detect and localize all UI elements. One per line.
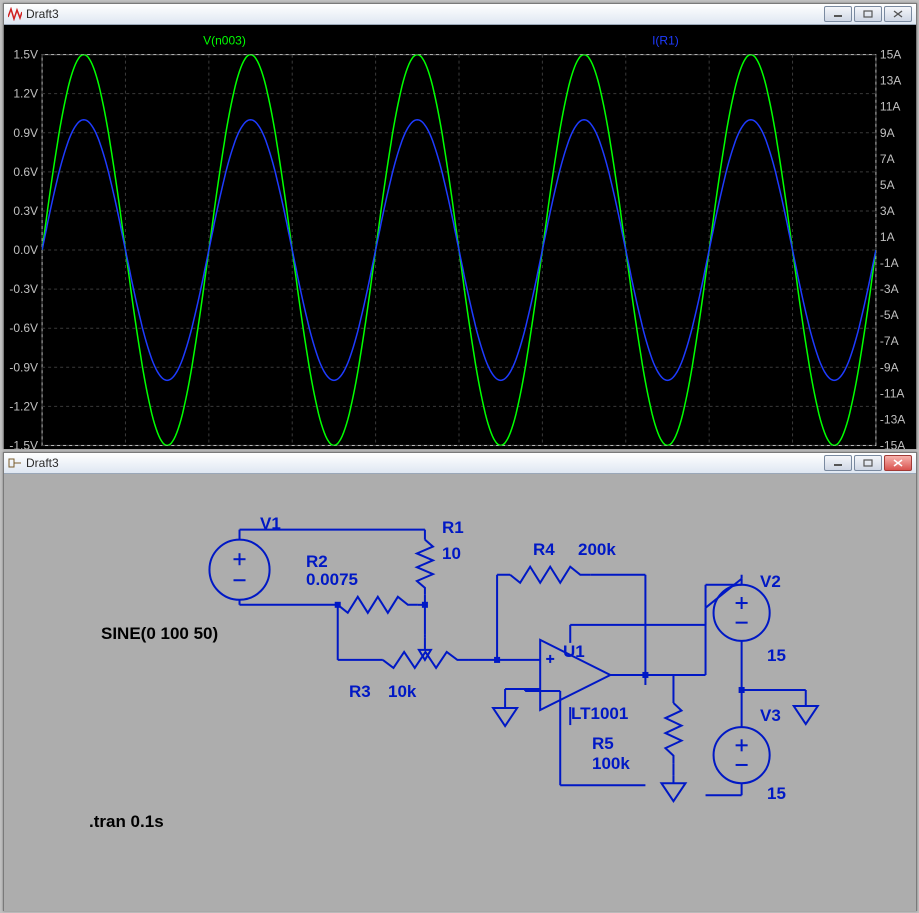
svg-text:-1.5V: -1.5V [9,438,38,449]
schematic-window[interactable]: Draft3 V1 R1 10 R20.0075 R3 10k R4 200k U1 LT1001… [3,452,917,911]
waveform-titlebar[interactable]: Draft3 [4,4,916,25]
schematic-label: R2 [306,552,328,572]
svg-text:-0.6V: -0.6V [9,321,38,335]
schematic-label: 15 [767,784,786,804]
svg-text:1.5V: 1.5V [13,48,38,62]
schematic-label: V3 [760,706,781,726]
svg-text:-1A: -1A [880,256,899,270]
schematic-title: Draft3 [26,456,824,470]
svg-text:11A: 11A [880,100,900,114]
schematic-icon [8,456,22,470]
svg-text:0.9V: 0.9V [13,126,38,140]
svg-text:V(n003): V(n003) [203,34,246,48]
schematic-label: 15 [767,646,786,666]
schematic-label: 10k [388,682,416,702]
svg-text:1.2V: 1.2V [13,87,38,101]
svg-text:30ms: 30ms [278,448,307,449]
minimize-button[interactable] [824,6,852,22]
maximize-button[interactable] [854,455,882,471]
svg-text:3A: 3A [880,204,895,218]
svg-text:80ms: 80ms [694,448,723,449]
schematic-label: .tran 0.1s [89,812,164,832]
minimize-button[interactable] [824,455,852,471]
svg-text:-7A: -7A [880,334,899,348]
svg-text:-15A: -15A [880,438,905,449]
schematic-titlebar[interactable]: Draft3 [4,453,916,474]
maximize-button[interactable] [854,6,882,22]
svg-text:-11A: -11A [880,386,905,400]
schematic-label: SINE(0 100 50) [101,624,218,644]
svg-text:15A: 15A [880,48,901,62]
restore-close-button[interactable] [884,6,912,22]
svg-text:40ms: 40ms [361,448,390,449]
svg-text:60ms: 60ms [528,448,557,449]
schematic-label: 10 [442,544,461,564]
waveform-window[interactable]: Draft3 0ms10ms20ms30ms40ms50ms60ms70ms80… [3,3,917,449]
schematic-label: R4 [533,540,555,560]
svg-text:50ms: 50ms [444,448,473,449]
svg-text:-5A: -5A [880,308,899,322]
svg-text:9A: 9A [880,126,895,140]
schematic-label: U1 [563,642,585,662]
waveform-icon [8,7,22,21]
svg-text:70ms: 70ms [611,448,640,449]
schematic-label: 200k [578,540,616,560]
svg-text:-13A: -13A [880,412,905,426]
svg-text:-1.2V: -1.2V [9,399,38,413]
svg-text:10ms: 10ms [111,448,140,449]
svg-text:1A: 1A [880,230,895,244]
schematic-label: 100k [592,754,630,774]
schematic-label: V2 [760,572,781,592]
svg-text:5A: 5A [880,178,895,192]
waveform-title: Draft3 [26,7,824,21]
schematic-label: LT1001 [571,704,628,724]
schematic-label: 0.0075 [306,570,358,590]
svg-text:0.0V: 0.0V [13,243,38,257]
svg-text:90ms: 90ms [778,448,807,449]
svg-text:-0.3V: -0.3V [9,282,38,296]
schematic-label: R5 [592,734,614,754]
svg-text:I(R1): I(R1) [652,34,679,48]
schematic-svg [4,474,916,911]
schematic-label: V1 [260,514,281,534]
schematic-label: R1 [442,518,464,538]
waveform-svg: 0ms10ms20ms30ms40ms50ms60ms70ms80ms90ms1… [4,25,916,449]
close-button[interactable] [884,455,912,471]
schematic-label: R3 [349,682,371,702]
svg-text:-9A: -9A [880,360,899,374]
svg-text:-3A: -3A [880,282,899,296]
svg-text:0.3V: 0.3V [13,204,38,218]
svg-text:20ms: 20ms [194,448,223,449]
waveform-plot-area[interactable]: 0ms10ms20ms30ms40ms50ms60ms70ms80ms90ms1… [4,25,916,449]
svg-text:0.6V: 0.6V [13,165,38,179]
svg-text:13A: 13A [880,74,901,88]
svg-text:-0.9V: -0.9V [9,360,38,374]
svg-text:7A: 7A [880,152,895,166]
schematic-canvas[interactable]: V1 R1 10 R20.0075 R3 10k R4 200k U1 LT1001 R5100k V… [4,474,916,911]
